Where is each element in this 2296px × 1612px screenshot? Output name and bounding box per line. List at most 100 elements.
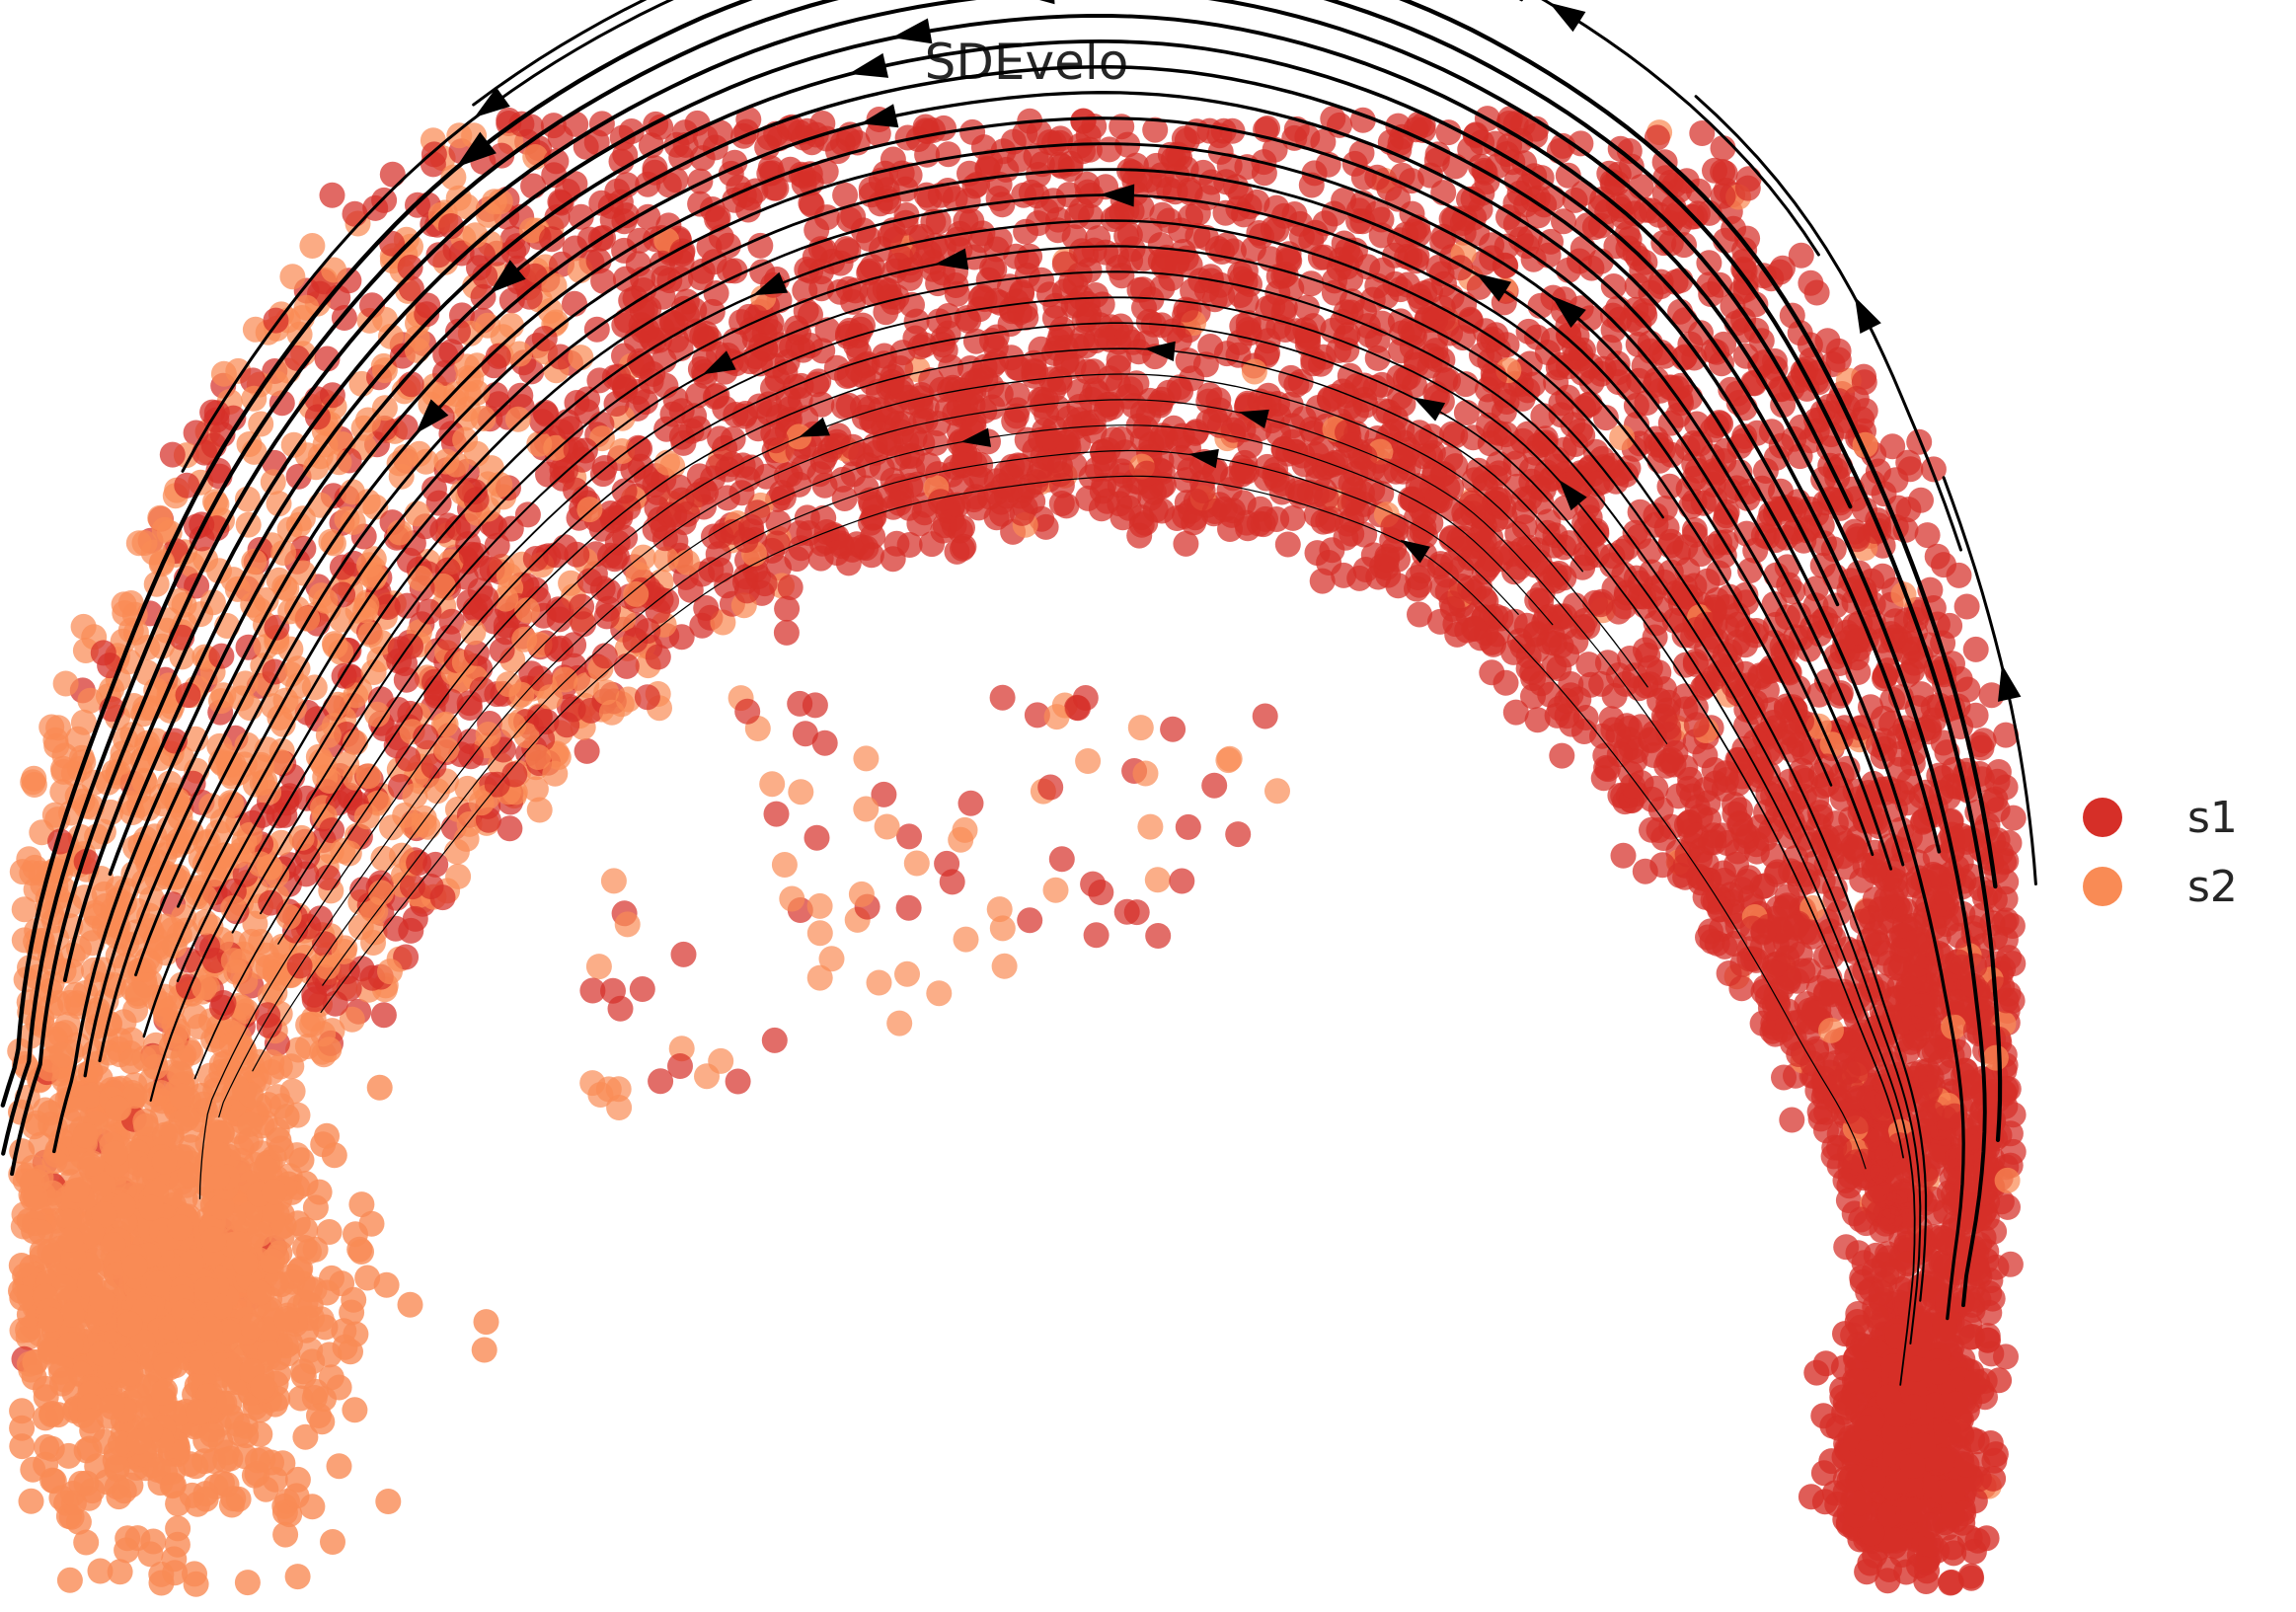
scatter-point (1524, 707, 1551, 733)
scatter-point (52, 670, 79, 697)
scatter-point (1549, 742, 1575, 769)
scatter-point (421, 141, 447, 168)
scatter-point (1569, 614, 1596, 641)
scatter-point (371, 187, 398, 213)
scatter-point (1133, 460, 1160, 487)
scatter-point (1047, 461, 1074, 488)
scatter-point (508, 681, 535, 708)
scatter-point (489, 637, 515, 663)
scatter-point (1632, 858, 1658, 884)
scatter-point (562, 290, 587, 317)
scatter-point (576, 568, 603, 594)
scatter-point (1053, 493, 1080, 519)
scatter-point (1639, 786, 1665, 812)
scatter-point (1696, 806, 1722, 833)
scatter-point (319, 182, 345, 208)
scatter-point (112, 600, 138, 627)
scatter-point (522, 776, 549, 803)
scatter-point (1825, 346, 1852, 373)
scatter-point (814, 317, 841, 344)
scatter-point (1789, 764, 1815, 791)
scatter-point (1760, 842, 1787, 869)
scatter-point (755, 391, 782, 418)
scatter-point (1364, 345, 1391, 371)
scatter-point (1692, 742, 1719, 769)
scatter-point (652, 546, 679, 573)
scatter-point (1769, 255, 1796, 281)
scatter-point (489, 142, 515, 169)
scatter-point (279, 264, 306, 290)
scatter-point (526, 797, 553, 823)
scatter-point (1826, 682, 1853, 709)
scatter-point (268, 390, 295, 417)
scatter-point (1149, 274, 1176, 301)
scatter-point (1029, 267, 1054, 293)
scatter-point (544, 204, 571, 230)
scatter-point (266, 491, 292, 517)
scatter-point (1269, 470, 1296, 497)
scatter-point (57, 989, 84, 1016)
scatter-point (1279, 504, 1306, 531)
scatter-point (1004, 382, 1031, 409)
scatter-point (423, 674, 450, 701)
scatter-point (684, 110, 711, 136)
scatter-point (70, 709, 97, 735)
scatter-point (1354, 254, 1381, 280)
scatter-point (507, 382, 534, 409)
scatter-point (745, 564, 772, 589)
scatter-point (773, 619, 800, 646)
scatter-point (379, 161, 406, 188)
scatter-point (593, 603, 620, 630)
scatter-point (951, 451, 977, 478)
scatter-point (1984, 768, 2011, 795)
scatter-point (307, 905, 334, 932)
scatter-point (693, 321, 720, 346)
scatter-point (1962, 636, 1989, 662)
scatter-point (654, 449, 680, 476)
scatter-point (343, 729, 369, 756)
scatter-point (234, 731, 261, 758)
scatter-point (829, 466, 856, 493)
scatter-point (935, 141, 961, 168)
scatter-point (1600, 273, 1627, 299)
scatter-point (1013, 218, 1039, 245)
scatter-point (210, 360, 237, 387)
scatter-point (1677, 766, 1704, 793)
scatter-point (1040, 188, 1066, 214)
scatter-point (1788, 242, 1814, 269)
scatter-point (497, 815, 523, 842)
scatter-point (1677, 384, 1704, 411)
scatter-point (1009, 499, 1035, 526)
scatter-point (568, 345, 594, 371)
scatter-point (1695, 924, 1721, 951)
scatter-point (1253, 505, 1278, 532)
scatter-point (729, 452, 756, 479)
scatter-point (1927, 1049, 1953, 1076)
scatter-point (1628, 714, 1654, 740)
scatter-point (1196, 117, 1223, 144)
scatter-point (574, 737, 600, 764)
scatter-point (1274, 531, 1301, 558)
scatter-point (639, 325, 665, 351)
scatter-point (913, 394, 940, 421)
scatter-point (989, 192, 1016, 218)
scatter-point (1130, 245, 1157, 271)
scatter-point (234, 486, 261, 512)
scatter-point (1946, 562, 1972, 588)
scatter-point (1113, 223, 1140, 250)
scatter-point (1993, 907, 2020, 934)
scatter-point (1515, 318, 1542, 345)
scatter-point (11, 896, 38, 923)
scatter-point (1646, 447, 1673, 474)
scatter-point (1830, 978, 1857, 1005)
scatter-point (938, 354, 964, 381)
scatter-point (1751, 349, 1777, 376)
scatter-point (1848, 1206, 1875, 1233)
scatter-point (254, 942, 279, 968)
scatter-point (590, 268, 617, 294)
scatter-point (416, 598, 442, 625)
scatter-point (1655, 747, 1682, 774)
scatter-point (1953, 593, 1980, 620)
scatter-point (1046, 369, 1073, 396)
